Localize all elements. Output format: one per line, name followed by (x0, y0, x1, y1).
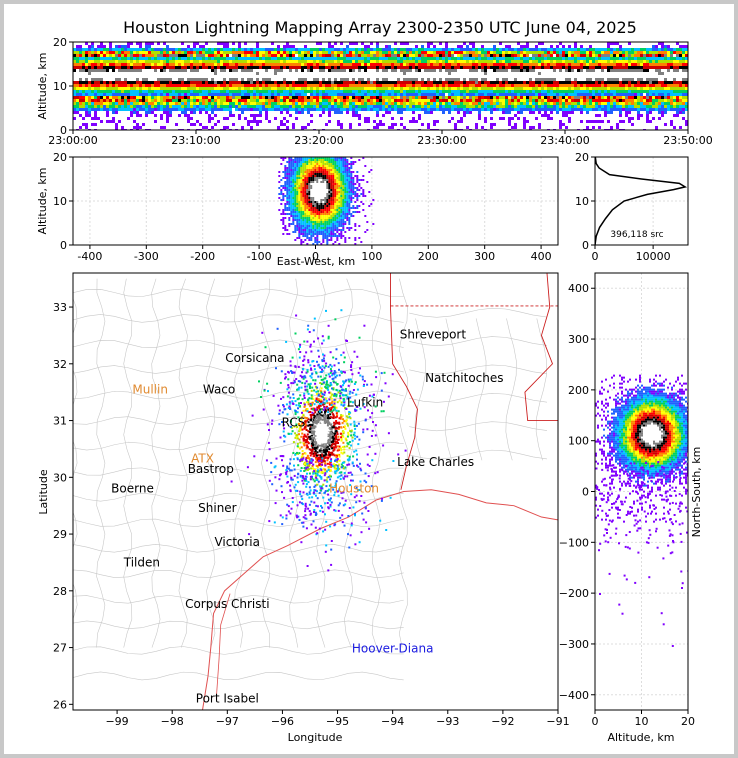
longitude-tick: −98 (161, 715, 184, 728)
ns-altitude-y-tick: −400 (559, 689, 589, 702)
longitude-tick: −92 (491, 715, 514, 728)
hist-y-tick: 0 (582, 239, 589, 252)
map-label: Shiner (198, 501, 237, 515)
map-label: Lufkin (347, 395, 383, 409)
coastline (202, 489, 558, 710)
map-label: Bastrop (188, 462, 234, 476)
source-count-annotation: 396,118 src (610, 230, 663, 240)
time-altitude-y-tick: 20 (53, 36, 67, 49)
longitude-tick: −93 (436, 715, 459, 728)
map-label: Boerne (111, 482, 154, 496)
ew-y-tick: 20 (53, 151, 67, 164)
ew-x-tick: -300 (134, 250, 159, 263)
latitude-tick: 32 (53, 358, 67, 371)
barrier-island (215, 593, 231, 699)
ew-altitude-xlabel: East-West, km (277, 255, 355, 268)
map-label: Victoria (214, 535, 260, 549)
time-tick-label: 23:20:00 (294, 134, 343, 147)
latitude-tick: 28 (53, 585, 67, 598)
time-tick-label: 23:30:00 (417, 134, 466, 147)
ns-altitude-y-tick: −100 (559, 536, 589, 549)
ew-y-tick: 0 (60, 239, 67, 252)
longitude-tick: −94 (381, 715, 404, 728)
map-label: Hoover-Diana (352, 642, 434, 656)
time-altitude-y-tick: 10 (53, 80, 67, 93)
ns-altitude-y-tick: −300 (559, 638, 589, 651)
state-borders (390, 273, 558, 490)
time-altitude-y-tick: 0 (60, 124, 67, 137)
ew-y-tick: 10 (53, 195, 67, 208)
ns-altitude-xlabel: Altitude, km (607, 731, 674, 744)
latitude-tick: 31 (53, 415, 67, 428)
ns-altitude-y-tick: −200 (559, 587, 589, 600)
latitude-tick: 26 (53, 698, 67, 711)
ns-altitude-y-tick: 200 (568, 384, 589, 397)
map-labels: Shreveport Natchitoches Corsicana Waco Mulli… (111, 327, 503, 705)
ew-x-tick: -200 (190, 250, 215, 263)
hist-y-tick: 10 (575, 195, 589, 208)
map-label: Shreveport (400, 327, 467, 341)
hist-y-tick: 20 (575, 151, 589, 164)
ew-x-tick: 0 (312, 250, 319, 263)
ew-altitude-panel: -400 -300 -200 -100 0 100 200 300 400 0 10 20 Altit… (36, 151, 559, 268)
plan-view-ylabel: Latitude (37, 469, 50, 515)
map-label: Corsicana (225, 351, 284, 365)
time-tick-label: 23:50:00 (663, 134, 712, 147)
time-tick-label: 23:00:00 (48, 134, 97, 147)
altitude-histogram-line (595, 157, 688, 245)
map-label: Tilden (123, 555, 160, 569)
ew-x-tick: 100 (361, 250, 382, 263)
plan-view-xlabel: Longitude (288, 731, 343, 744)
hist-x-tick: 0 (592, 250, 599, 263)
time-tick-label: 23:40:00 (540, 134, 589, 147)
ew-altitude-ylabel: Altitude, km (36, 167, 49, 234)
ns-altitude-y-tick: 100 (568, 435, 589, 448)
ns-altitude-y-tick: 0 (582, 486, 589, 499)
ew-x-tick: -100 (247, 250, 272, 263)
ns-altitude-panel: 0 10 20 400 300 200 100 0 −100 −200 −300 −400 Altit… (559, 272, 703, 744)
ew-x-tick: 300 (474, 250, 495, 263)
map-label: ATX (191, 452, 214, 466)
time-altitude-ylabel: Altitude, km (36, 52, 49, 119)
plan-view-panel: Shreveport Natchitoches Corsicana Waco Mulli… (37, 272, 570, 744)
figure-frame: Houston Lightning Mapping Array 2300-235… (4, 4, 734, 754)
ns-altitude-x-tick: 10 (635, 715, 649, 728)
altitude-histogram-panel: 0 10000 0 10 20 396,118 src (575, 151, 689, 263)
map-label: Mullin (132, 382, 168, 396)
map-label: RCS (282, 415, 306, 429)
map-label: Corpus Christi (185, 597, 270, 611)
latitude-tick: 30 (53, 471, 67, 484)
map-label: Waco (203, 382, 235, 396)
latitude-tick: 29 (53, 528, 67, 541)
longitude-tick: −99 (105, 715, 128, 728)
map-label: Natchitoches (425, 371, 503, 385)
longitude-tick: −95 (326, 715, 349, 728)
longitude-tick: −96 (271, 715, 294, 728)
county-lines (73, 278, 548, 681)
map-label: Houston (329, 482, 379, 496)
time-tick-label: 23:10:00 (171, 134, 220, 147)
lma-figure: Houston Lightning Mapping Array 2300-235… (36, 18, 713, 744)
longitude-tick: −91 (546, 715, 569, 728)
latitude-tick: 33 (53, 301, 67, 314)
ns-altitude-x-tick: 20 (681, 715, 695, 728)
ns-altitude-y-tick: 300 (568, 333, 589, 346)
map-label: Port Isabel (196, 692, 259, 706)
longitude-tick: −97 (216, 715, 239, 728)
ns-altitude-x-tick: 0 (592, 715, 599, 728)
ns-altitude-ylabel: North-South, km (690, 447, 703, 538)
ew-x-tick: 200 (418, 250, 439, 263)
time-altitude-panel: 23:00:00 23:10:00 23:20:00 23:30:00 23:40:00… (36, 36, 713, 147)
ew-x-tick: -400 (77, 250, 102, 263)
map-label: Lake Charles (397, 455, 474, 469)
ns-altitude-y-tick: 400 (568, 282, 589, 295)
hist-x-tick: 10000 (636, 250, 671, 263)
latitude-tick: 27 (53, 642, 67, 655)
lightning-sources (230, 309, 407, 572)
ew-x-tick: 400 (531, 250, 552, 263)
figure-title: Houston Lightning Mapping Array 2300-235… (123, 18, 637, 37)
